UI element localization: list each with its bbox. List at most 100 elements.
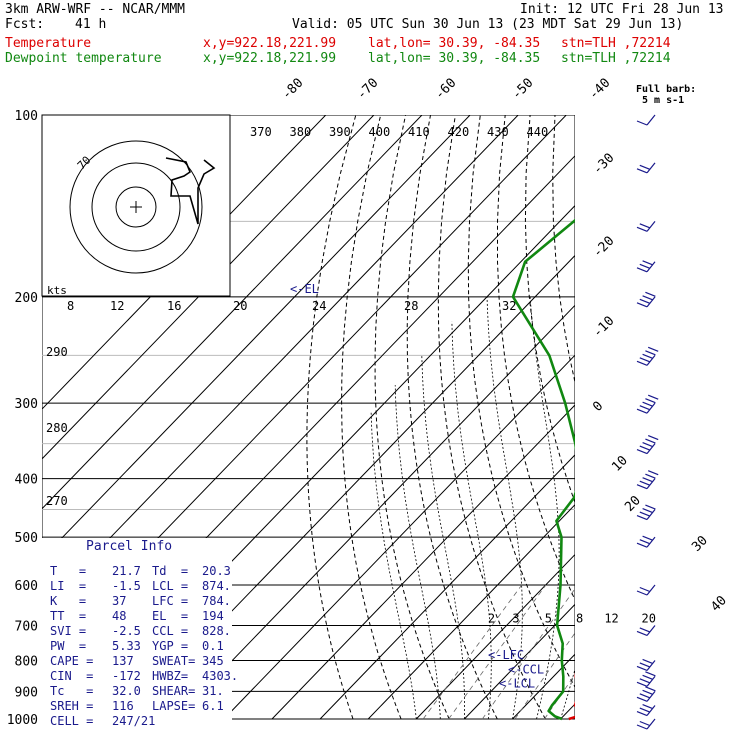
wind-barb-tick	[636, 710, 648, 717]
wind-barb	[646, 718, 656, 730]
isotherm	[609, 115, 740, 719]
dewpoint-line	[511, 218, 575, 721]
isotherm	[42, 115, 375, 460]
legend-dewpoint: Dewpoint temperature	[5, 51, 162, 66]
parcel-value: 20.3	[202, 564, 231, 578]
legend-dew-xy: x,y=922.18,221.99	[203, 51, 337, 66]
isotherm	[42, 115, 471, 560]
hodograph-ring	[115, 186, 157, 228]
theta-e-label: 24	[312, 299, 326, 313]
wind-barb-tick	[636, 360, 648, 366]
theta-label-left: 290	[46, 345, 68, 359]
wind-barb-tick	[639, 445, 651, 451]
parcel-key: PW =	[50, 639, 87, 653]
dry-adiabat	[524, 115, 575, 504]
wind-barb-tick	[636, 168, 648, 174]
wind-barb-tick	[642, 353, 653, 359]
moist-adiabat	[486, 296, 523, 720]
level-markers: <-EL <-LFC<-CCL<-LCL	[290, 282, 544, 691]
theta-label-top: 410	[408, 125, 430, 139]
marker-lcl: <-LCL	[499, 677, 535, 691]
wind-barb-tick	[636, 449, 648, 455]
wind-barb-tick	[636, 267, 648, 273]
wind-barb-tick	[647, 346, 659, 352]
mixing-ratio-label: 3	[512, 611, 519, 625]
parcel-key: YGP =	[152, 639, 189, 653]
wind-barb-tick	[639, 586, 651, 593]
wind-barb	[646, 261, 656, 273]
wind-barb-tick	[642, 295, 653, 301]
parcel-key: HWBZ=	[152, 669, 189, 683]
dry-adiabat	[630, 115, 740, 719]
parcel-value: 116	[112, 699, 134, 713]
wind-barb	[646, 690, 656, 702]
legend-dew-stn: stn=TLH ,72214	[561, 51, 671, 66]
wind-barb-tick	[636, 226, 648, 232]
isotherm	[415, 553, 575, 720]
wind-barb-tick	[639, 662, 651, 668]
parcel-info-panel: Parcel Info T = 21.7 Td = 20.3 LI = -1.5 LCL =…	[42, 538, 238, 728]
parcel-key: CELL =	[50, 714, 94, 728]
fcst-label: Fcst:	[5, 17, 45, 32]
parcel-value: 828.	[202, 624, 231, 638]
theta-label-top: 430	[487, 125, 509, 139]
parcel-value: 4303.	[202, 669, 239, 683]
hodograph-ring	[69, 140, 203, 274]
isotherm-label: -80	[279, 76, 306, 103]
parcel-key: SVI =	[50, 624, 87, 638]
wind-barb	[646, 705, 656, 716]
theta-label-top: 370	[250, 125, 272, 139]
mixing-ratio-line	[583, 585, 672, 719]
wind-barb-tick	[645, 291, 656, 297]
parcel-key: SREH =	[50, 699, 94, 713]
wind-barb	[646, 162, 656, 174]
dry-adiabat	[605, 115, 740, 719]
parcel-key: LAPSE=	[152, 699, 196, 713]
parcel-key: LI =	[50, 579, 87, 593]
wind-barb-tick	[636, 665, 648, 672]
theta-label-top: 390	[329, 125, 351, 139]
legend-temperature: Temperature	[5, 36, 92, 51]
barb-legend-units: 5 m s-1	[642, 95, 685, 106]
wind-barb	[646, 660, 656, 671]
wind-barb-tick	[636, 514, 648, 521]
wind-barb-tick	[642, 260, 653, 266]
wind-barb	[646, 536, 656, 548]
wind-barb	[646, 625, 656, 636]
mixing-ratio-line	[422, 584, 523, 720]
theta-e-label: 32	[502, 299, 516, 313]
theta-e-label: 28	[404, 299, 418, 313]
pressure-label-900: 900	[15, 685, 38, 700]
wind-barb-tick	[639, 164, 651, 170]
wind-barb	[646, 354, 656, 366]
pressure-label-300: 300	[15, 397, 38, 412]
wind-barb-tick	[642, 507, 653, 514]
isotherm-label: -40	[586, 76, 613, 103]
wind-barb-tick	[636, 408, 648, 414]
isotherm-label: -20	[590, 234, 617, 261]
wind-barb-tick	[642, 401, 653, 407]
wind-barb-tick	[639, 480, 651, 486]
isotherm	[705, 115, 740, 719]
mixing-ratio-label: 12	[604, 611, 618, 625]
wind-barb-tick	[639, 693, 651, 699]
dry-adiabat	[374, 115, 450, 720]
isotherm-label: 40	[708, 593, 730, 615]
theta-label-top: 420	[448, 125, 470, 139]
wind-barb-tick	[645, 671, 656, 677]
parcel-value: 0.1	[202, 639, 224, 653]
barb-legend-title: Full barb:	[636, 84, 697, 95]
dry-adiabat	[655, 115, 740, 719]
mixing-ratio-label: 2	[488, 611, 495, 625]
hodograph-ring	[91, 162, 181, 252]
wind-barb-tick	[639, 707, 651, 713]
parcel-key: CAPE =	[50, 654, 94, 668]
wind-barb-tick	[636, 590, 648, 596]
wind-barb-tick	[639, 511, 651, 517]
legend-temp-latlon: lat,lon= 30.39, -84.35	[368, 36, 541, 51]
mixing-ratio-label: 20	[642, 611, 656, 625]
parcel-key: K =	[50, 594, 87, 608]
wind-barb-tick	[636, 696, 648, 702]
wind-barb-tick	[642, 703, 653, 710]
legend-temp-stn: stn=TLH ,72214	[561, 36, 671, 51]
